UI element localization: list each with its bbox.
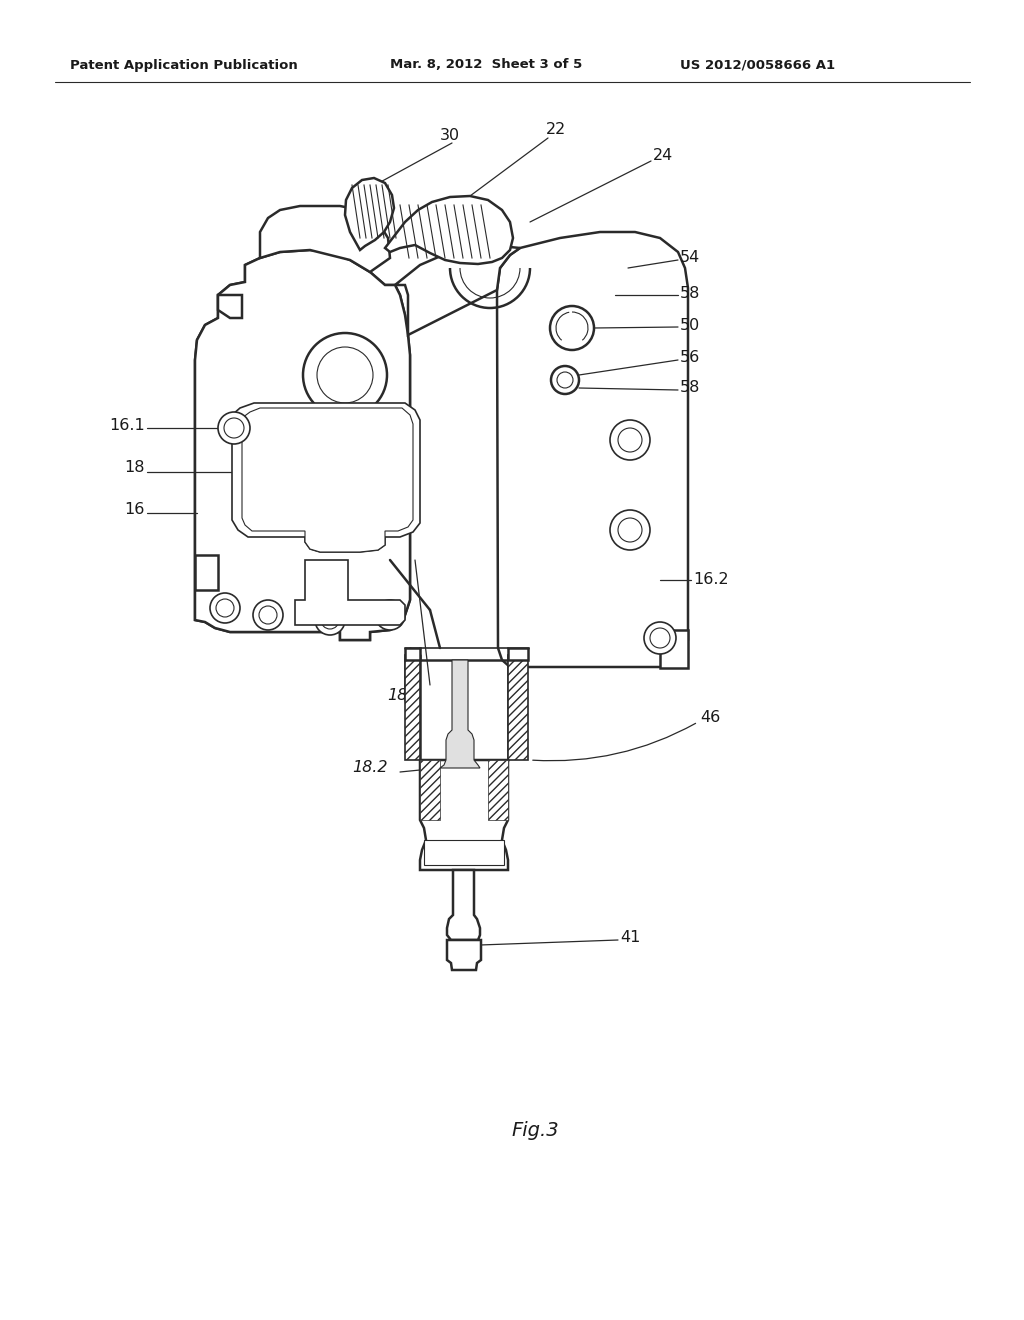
Polygon shape [447,870,480,940]
Text: 58: 58 [680,380,700,396]
Circle shape [610,510,650,550]
Text: 54: 54 [680,251,700,265]
Polygon shape [497,232,688,667]
Text: Mar. 8, 2012  Sheet 3 of 5: Mar. 8, 2012 Sheet 3 of 5 [390,58,583,71]
Polygon shape [424,840,504,865]
Polygon shape [260,206,390,272]
Circle shape [610,420,650,459]
Polygon shape [395,246,520,335]
Polygon shape [406,648,420,660]
Text: 41: 41 [620,931,640,945]
Polygon shape [242,408,413,552]
Polygon shape [660,630,688,668]
Polygon shape [195,249,410,640]
Text: 16: 16 [125,503,145,517]
Polygon shape [195,249,410,640]
Polygon shape [232,403,420,552]
Text: 58: 58 [680,285,700,301]
Polygon shape [508,648,528,660]
Polygon shape [440,660,480,768]
Polygon shape [420,760,440,820]
Text: 56: 56 [680,351,700,366]
Polygon shape [295,560,406,624]
Text: 50: 50 [680,318,700,333]
Text: 16.2: 16.2 [693,573,729,587]
Circle shape [550,306,594,350]
Polygon shape [195,554,218,590]
Text: 46: 46 [700,710,720,726]
Text: 18.1: 18.1 [387,688,423,702]
Polygon shape [447,940,481,970]
Polygon shape [488,760,508,820]
Circle shape [551,366,579,393]
Polygon shape [406,655,420,760]
Polygon shape [345,178,394,249]
Text: 30: 30 [440,128,460,144]
Text: Patent Application Publication: Patent Application Publication [70,58,298,71]
Circle shape [315,605,345,635]
Text: 22: 22 [546,123,566,137]
Polygon shape [420,760,508,870]
Circle shape [218,412,250,444]
Circle shape [644,622,676,653]
Polygon shape [218,294,242,318]
Text: Fig.3: Fig.3 [511,1121,559,1139]
Text: 18.2: 18.2 [352,760,387,776]
Polygon shape [385,195,513,264]
Polygon shape [508,655,528,760]
Text: 24: 24 [653,148,673,162]
Circle shape [210,593,240,623]
Circle shape [253,601,283,630]
Text: 16.1: 16.1 [110,417,145,433]
Circle shape [375,601,406,630]
Circle shape [303,333,387,417]
Text: 18: 18 [125,461,145,475]
Text: US 2012/0058666 A1: US 2012/0058666 A1 [680,58,836,71]
